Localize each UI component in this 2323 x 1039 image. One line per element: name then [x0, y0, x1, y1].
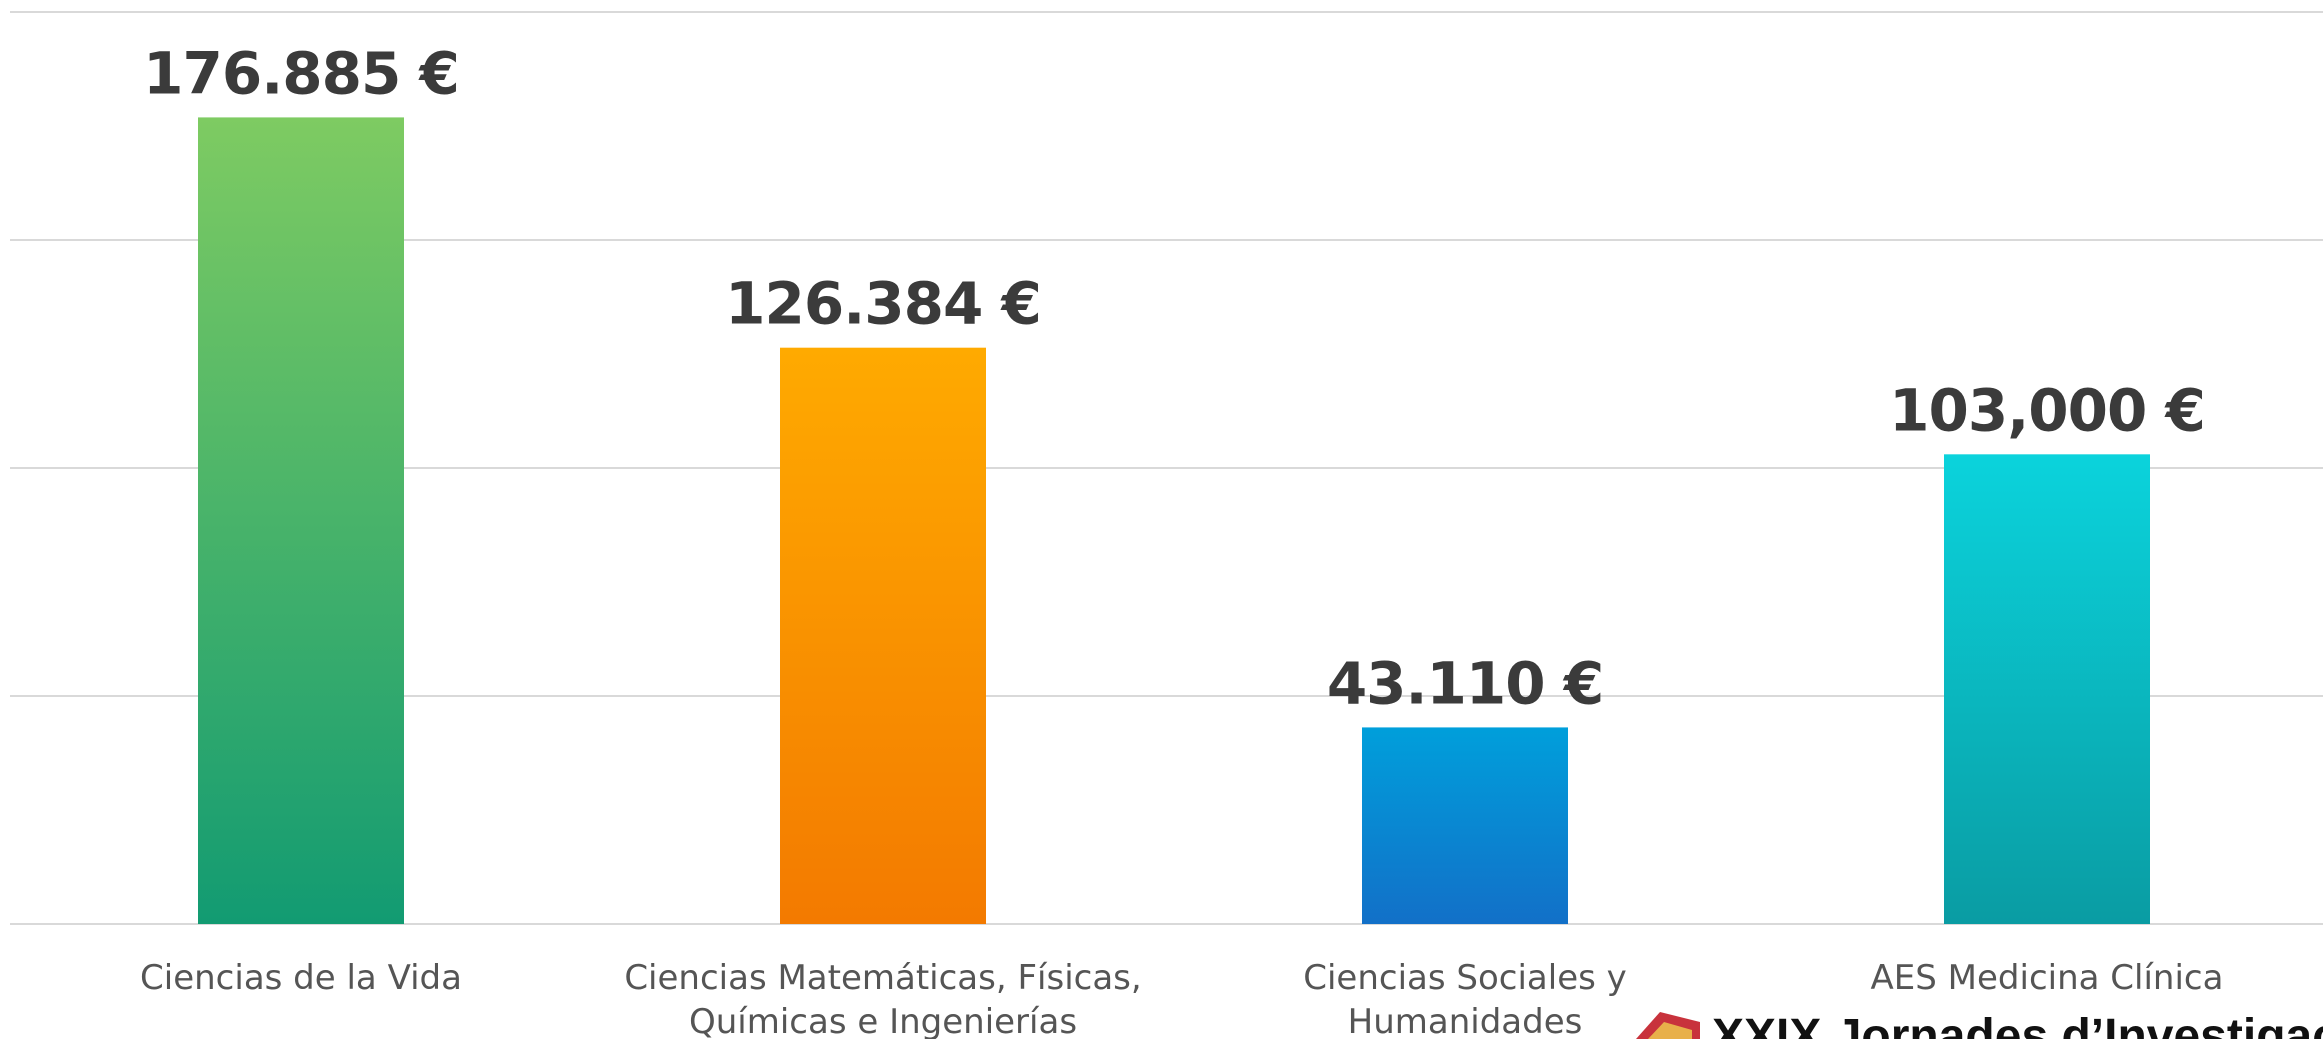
footer-logo: [1636, 1012, 1700, 1039]
x-tick-label: Ciencias Matemáticas, Físicas, Químicas …: [624, 958, 1142, 1039]
x-tick-label: AES Medicina Clínica: [1870, 958, 2224, 998]
x-tick-label: Ciencias Sociales y Humanidades: [1303, 958, 1627, 1039]
value-label: 126.384 €: [725, 270, 1041, 338]
footer-text: XXIX Jornades d’Investigació: [1712, 1010, 2323, 1039]
bar: [1944, 454, 2150, 924]
value-label: 103,000 €: [1889, 376, 2205, 444]
x-tick-label: Ciencias de la Vida: [140, 958, 462, 998]
bar: [1362, 727, 1568, 924]
value-label: 176.885 €: [143, 39, 459, 107]
bar: [780, 347, 986, 924]
value-label: 43.110 €: [1327, 649, 1603, 717]
bar: [198, 117, 404, 924]
